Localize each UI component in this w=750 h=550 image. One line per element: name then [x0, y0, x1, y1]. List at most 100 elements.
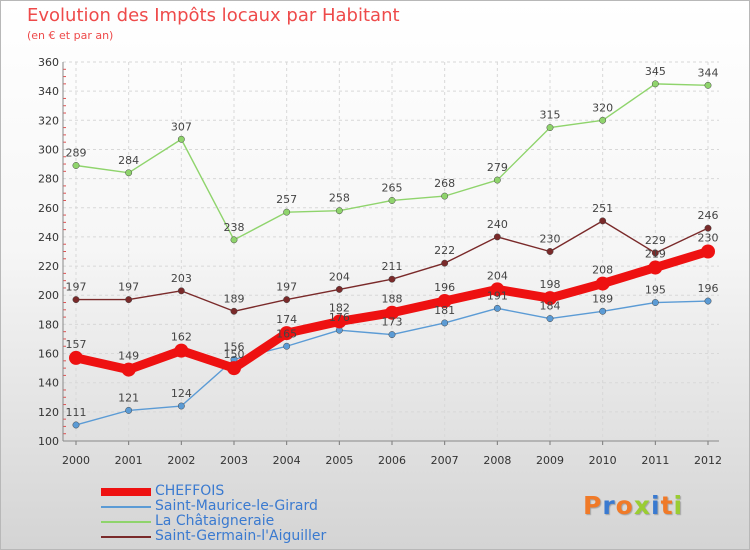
brand-letter: t — [660, 491, 674, 520]
data-point-la-chataigneraie — [335, 207, 343, 215]
data-point-saint-germain-l-aiguiller — [335, 285, 343, 293]
data-point-la-chataigneraie — [493, 176, 501, 184]
data-label-la-chataigneraie: 284 — [118, 154, 139, 167]
data-point-cheffois — [490, 282, 505, 297]
y-tick-label: 220 — [38, 260, 59, 273]
data-label-cheffois: 198 — [540, 278, 561, 291]
x-tick-label: 2004 — [273, 454, 301, 467]
data-label-la-chataigneraie: 265 — [382, 181, 403, 194]
data-label-cheffois: 219 — [645, 248, 666, 261]
legend-swatch — [101, 521, 151, 523]
data-label-la-chataigneraie: 344 — [698, 66, 719, 79]
data-label-saint-maurice-le-girard: 181 — [434, 304, 455, 317]
data-point-saint-germain-l-aiguiller — [599, 217, 607, 225]
y-tick-label: 280 — [38, 173, 59, 186]
data-label-saint-germain-l-aiguiller: 197 — [276, 281, 297, 294]
data-label-saint-maurice-le-girard: 195 — [645, 284, 666, 297]
data-point-cheffois — [227, 361, 241, 376]
data-point-cheffois — [595, 276, 610, 291]
y-tick-label: 360 — [38, 56, 59, 69]
data-label-cheffois: 174 — [276, 313, 297, 326]
data-label-saint-maurice-le-girard: 176 — [329, 311, 350, 324]
x-tick-label: 2010 — [589, 454, 617, 467]
data-point-saint-maurice-le-girard — [72, 421, 80, 429]
data-label-la-chataigneraie: 238 — [224, 221, 245, 234]
legend-swatch — [101, 536, 151, 538]
data-label-saint-germain-l-aiguiller: 204 — [329, 270, 350, 283]
data-point-cheffois — [121, 362, 136, 377]
chart-subtitle: (en € et par an) — [27, 29, 114, 42]
data-point-saint-germain-l-aiguiller — [125, 296, 133, 304]
data-point-saint-germain-l-aiguiller — [388, 275, 396, 283]
data-point-saint-germain-l-aiguiller — [704, 224, 712, 232]
data-label-la-chataigneraie: 320 — [592, 101, 613, 114]
data-point-cheffois — [648, 260, 663, 275]
data-point-la-chataigneraie — [599, 116, 607, 124]
data-point-cheffois — [69, 350, 83, 365]
data-point-saint-germain-l-aiguiller — [546, 248, 554, 255]
data-point-la-chataigneraie — [546, 124, 554, 132]
x-tick-label: 2009 — [536, 454, 564, 467]
data-point-cheffois — [385, 305, 399, 320]
data-point-la-chataigneraie — [125, 169, 133, 177]
x-tick-label: 2007 — [431, 454, 459, 467]
data-label-saint-maurice-le-girard: 191 — [487, 289, 508, 302]
x-tick-label: 2008 — [483, 454, 511, 467]
y-tick-label: 180 — [38, 318, 59, 331]
legend-swatch — [101, 506, 151, 508]
data-label-la-chataigneraie: 257 — [276, 193, 297, 206]
data-point-la-chataigneraie — [651, 80, 659, 88]
data-label-saint-germain-l-aiguiller: 251 — [592, 202, 613, 215]
data-point-saint-maurice-le-girard — [125, 406, 133, 414]
data-point-saint-germain-l-aiguiller — [651, 249, 659, 257]
data-label-saint-maurice-le-girard: 184 — [540, 300, 561, 313]
x-tick-label: 2002 — [167, 454, 195, 467]
data-label-saint-maurice-le-girard: 121 — [118, 391, 139, 404]
legend-label: Saint-Maurice-le-Girard — [155, 498, 318, 514]
data-label-saint-maurice-le-girard: 111 — [66, 406, 87, 419]
data-label-la-chataigneraie: 345 — [645, 65, 666, 78]
data-point-saint-germain-l-aiguiller — [283, 296, 291, 304]
data-label-saint-germain-l-aiguiller: 211 — [382, 260, 403, 273]
data-label-saint-germain-l-aiguiller: 197 — [118, 281, 139, 294]
data-label-cheffois: 157 — [66, 338, 87, 351]
data-point-saint-germain-l-aiguiller — [493, 233, 501, 241]
data-point-la-chataigneraie — [230, 236, 238, 244]
data-point-la-chataigneraie — [441, 192, 449, 200]
x-tick-label: 2001 — [115, 454, 143, 467]
data-label-saint-maurice-le-girard: 173 — [382, 316, 403, 329]
data-label-cheffois: 182 — [329, 301, 350, 314]
y-tick-label: 240 — [38, 231, 59, 244]
data-point-cheffois — [543, 291, 557, 306]
data-label-cheffois: 188 — [382, 293, 403, 306]
data-label-cheffois: 208 — [592, 264, 613, 277]
brand-letter: i — [673, 491, 684, 520]
data-label-la-chataigneraie: 307 — [171, 120, 192, 133]
data-point-saint-maurice-le-girard — [599, 307, 607, 315]
data-point-cheffois — [279, 326, 294, 341]
data-point-saint-maurice-le-girard — [388, 331, 396, 339]
legend-label: La Châtaigneraie — [155, 513, 275, 529]
data-label-la-chataigneraie: 258 — [329, 192, 350, 205]
data-point-la-chataigneraie — [704, 81, 712, 89]
data-point-cheffois — [174, 343, 189, 358]
series-line-la-chataigneraie — [75, 83, 709, 241]
y-tick-label: 200 — [38, 289, 59, 302]
data-label-saint-germain-l-aiguiller: 222 — [434, 244, 455, 257]
data-label-saint-germain-l-aiguiller: 197 — [66, 281, 87, 294]
data-point-saint-maurice-le-girard — [546, 315, 554, 323]
chart-title: Evolution des Impôts locaux par Habitant — [27, 5, 400, 26]
data-point-saint-maurice-le-girard — [177, 402, 185, 410]
data-label-cheffois: 149 — [118, 350, 139, 363]
data-point-saint-germain-l-aiguiller — [230, 307, 238, 315]
data-label-saint-maurice-le-girard: 156 — [224, 340, 245, 353]
y-tick-label: 140 — [38, 377, 59, 390]
data-label-saint-germain-l-aiguiller: 229 — [645, 234, 666, 247]
x-tick-label: 2000 — [62, 454, 90, 467]
y-tick-label: 300 — [38, 143, 59, 156]
data-label-cheffois: 150 — [224, 348, 245, 361]
legend-label: CHEFFOIS — [155, 483, 225, 499]
brand-letter: i — [651, 491, 661, 520]
data-point-saint-maurice-le-girard — [493, 304, 501, 312]
